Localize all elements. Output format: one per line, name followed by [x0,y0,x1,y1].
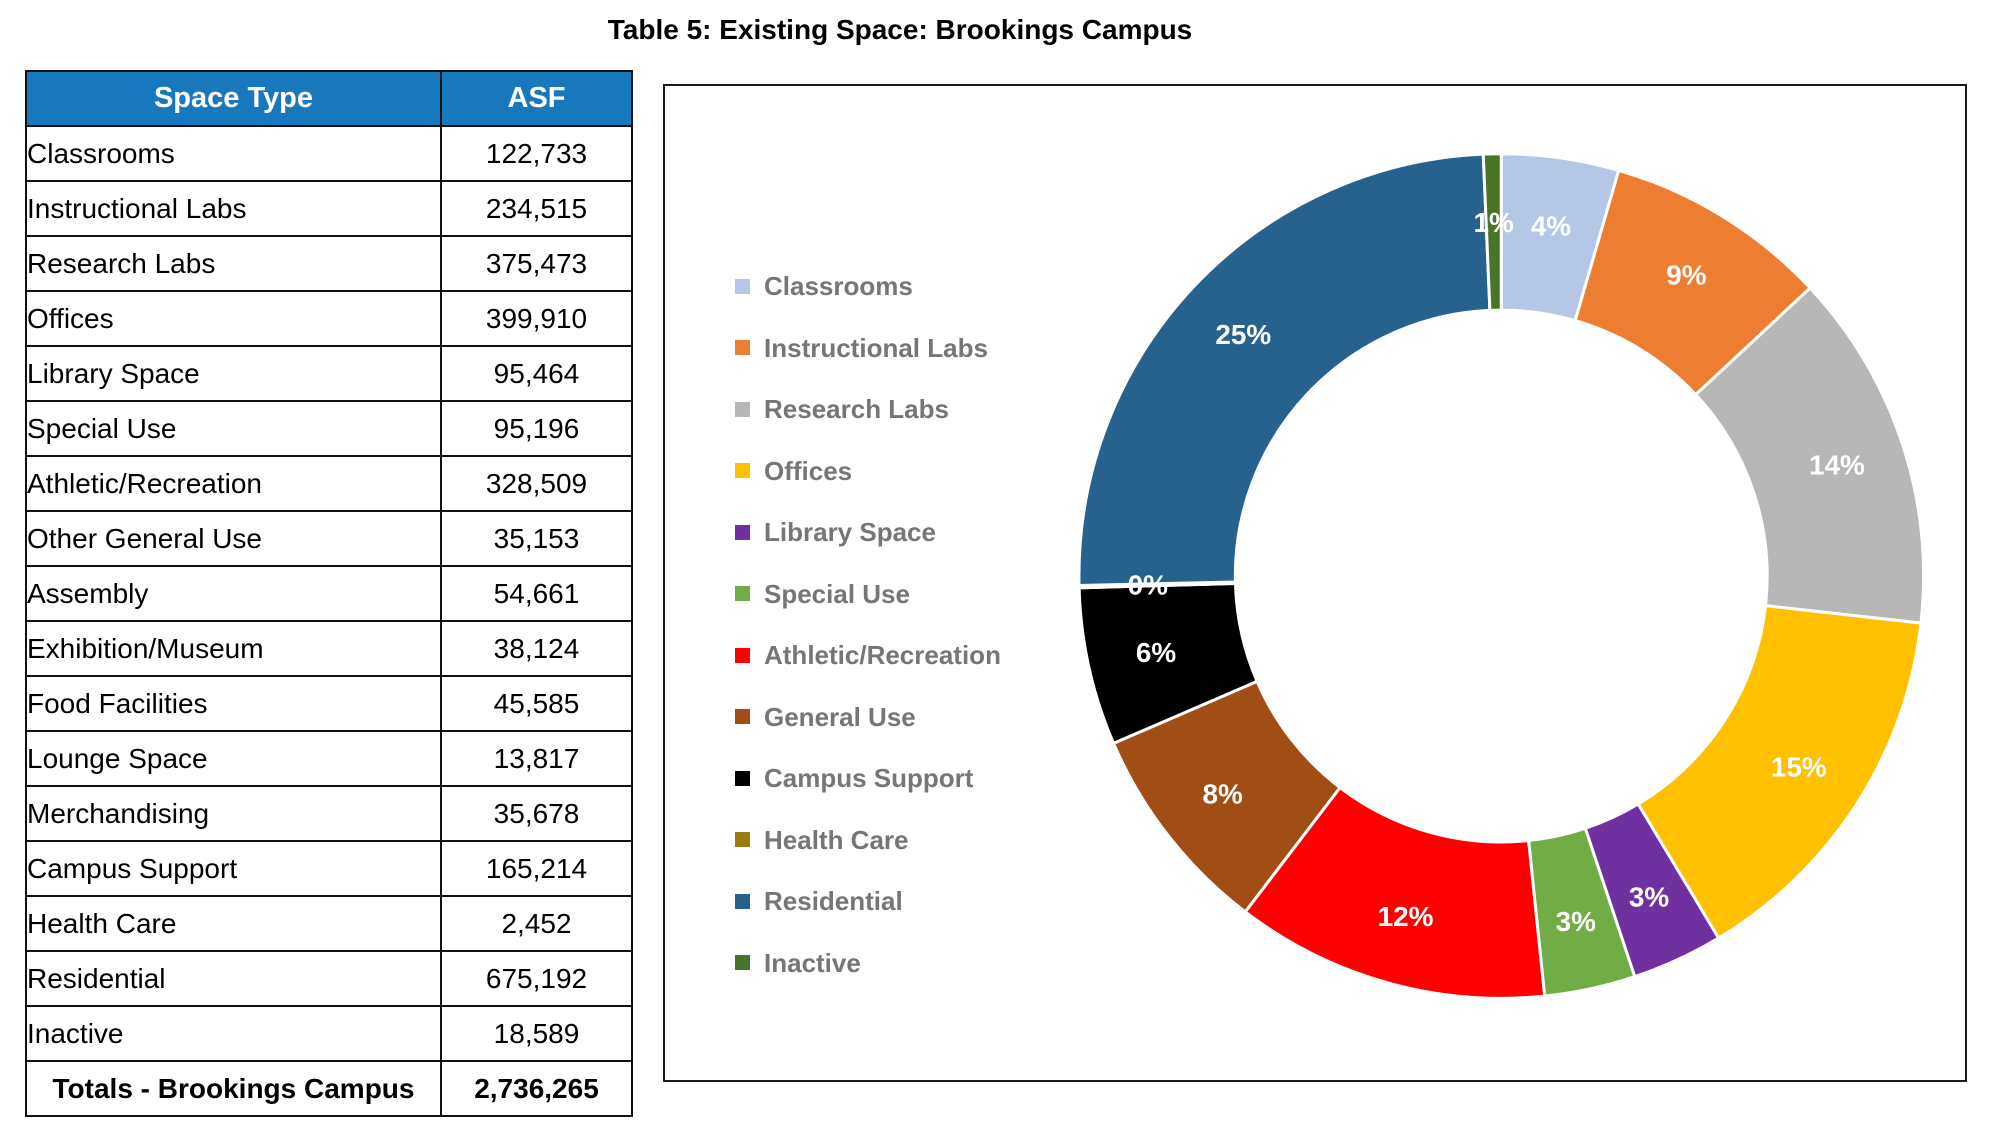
slice-label-offices: 15% [1771,752,1827,783]
space-type-cell: Inactive [25,1005,442,1062]
table-row: Special Use 95,196 [25,400,633,457]
slice-label-campus-support: 6% [1136,637,1177,668]
space-type-cell: Offices [25,290,442,347]
donut-slice-residential [1077,152,1492,587]
space-type-cell: Merchandising [25,785,442,842]
table-row: Assembly 54,661 [25,565,633,622]
space-type-cell: Other General Use [25,510,442,567]
slice-label-research-labs: 14% [1809,450,1865,481]
space-type-cell: Library Space [25,345,442,402]
table-row: Other General Use 35,153 [25,510,633,567]
space-type-cell: Lounge Space [25,730,442,787]
asf-cell: 2,452 [440,895,633,952]
slice-label-special-use: 3% [1556,906,1597,937]
table-row: Research Labs 375,473 [25,235,633,292]
total-label-cell: Totals - Brookings Campus [25,1060,442,1117]
asf-cell: 165,214 [440,840,633,897]
col-header-asf: ASF [440,70,633,127]
asf-cell: 675,192 [440,950,633,1007]
space-type-cell: Research Labs [25,235,442,292]
slice-label-instructional-labs: 9% [1666,259,1707,290]
donut-chart: 4% 9% 14% 15% 3% 3% 12% 8% 6% 0% 25% 1% [1077,152,1926,1000]
asf-cell: 234,515 [440,180,633,237]
asf-cell: 45,585 [440,675,633,732]
asf-cell: 375,473 [440,235,633,292]
table-row: Lounge Space 13,817 [25,730,633,787]
space-table: Space Type ASF Classrooms 122,733 Instruct… [25,70,633,1117]
donut-slice-offices [1636,604,1923,941]
table-row: Residential 675,192 [25,950,633,1007]
asf-cell: 13,817 [440,730,633,787]
slice-label-general-use: 8% [1203,778,1244,809]
table-row: Library Space 95,464 [25,345,633,402]
table-row: Exhibition/Museum 38,124 [25,620,633,677]
table-row: Food Facilities 45,585 [25,675,633,732]
table-row: Offices 399,910 [25,290,633,347]
space-type-cell: Campus Support [25,840,442,897]
space-type-cell: Athletic/Recreation [25,455,442,512]
asf-cell: 38,124 [440,620,633,677]
space-type-cell: Health Care [25,895,442,952]
asf-cell: 122,733 [440,125,633,182]
table-row: Instructional Labs 234,515 [25,180,633,237]
space-type-cell: Instructional Labs [25,180,442,237]
donut-slice-inactive [1481,152,1503,312]
space-type-cell: Residential [25,950,442,1007]
donut-slice-research-labs [1693,285,1926,625]
space-type-cell: Assembly [25,565,442,622]
table-row: Merchandising 35,678 [25,785,633,842]
slice-label-health-care: 0% [1128,569,1169,600]
table-header-row: Space Type ASF [25,70,633,127]
table-row: Campus Support 165,214 [25,840,633,897]
asf-cell: 399,910 [440,290,633,347]
asf-cell: 54,661 [440,565,633,622]
space-type-cell: Food Facilities [25,675,442,732]
asf-cell: 95,464 [440,345,633,402]
asf-cell: 328,509 [440,455,633,512]
slice-label-inactive: 1% [1474,207,1515,238]
space-type-cell: Classrooms [25,125,442,182]
table-row: Athletic/Recreation 328,509 [25,455,633,512]
chart-panel: 4% 9% 14% 15% 3% 3% 12% 8% 6% 0% 25% 1% Classrooms I… [663,84,1967,1082]
asf-cell: 35,678 [440,785,633,842]
table-row: Inactive 18,589 [25,1005,633,1062]
space-type-cell: Exhibition/Museum [25,620,442,677]
asf-cell: 18,589 [440,1005,633,1062]
col-header-space-type: Space Type [25,70,442,127]
slice-label-athletic-recreation: 12% [1378,901,1434,932]
table-row: Classrooms 122,733 [25,125,633,182]
slice-label-classrooms: 4% [1531,210,1572,241]
space-type-cell: Special Use [25,400,442,457]
table-row: Health Care 2,452 [25,895,633,952]
slice-label-residential: 25% [1215,319,1271,350]
asf-cell: 35,153 [440,510,633,567]
asf-cell: 95,196 [440,400,633,457]
page-title: Table 5: Existing Space: Brookings Campu… [607,14,1193,45]
slice-label-library-space: 3% [1629,882,1670,913]
total-value-cell: 2,736,265 [440,1060,633,1117]
table-total-row: Totals - Brookings Campus 2,736,265 [25,1060,633,1117]
